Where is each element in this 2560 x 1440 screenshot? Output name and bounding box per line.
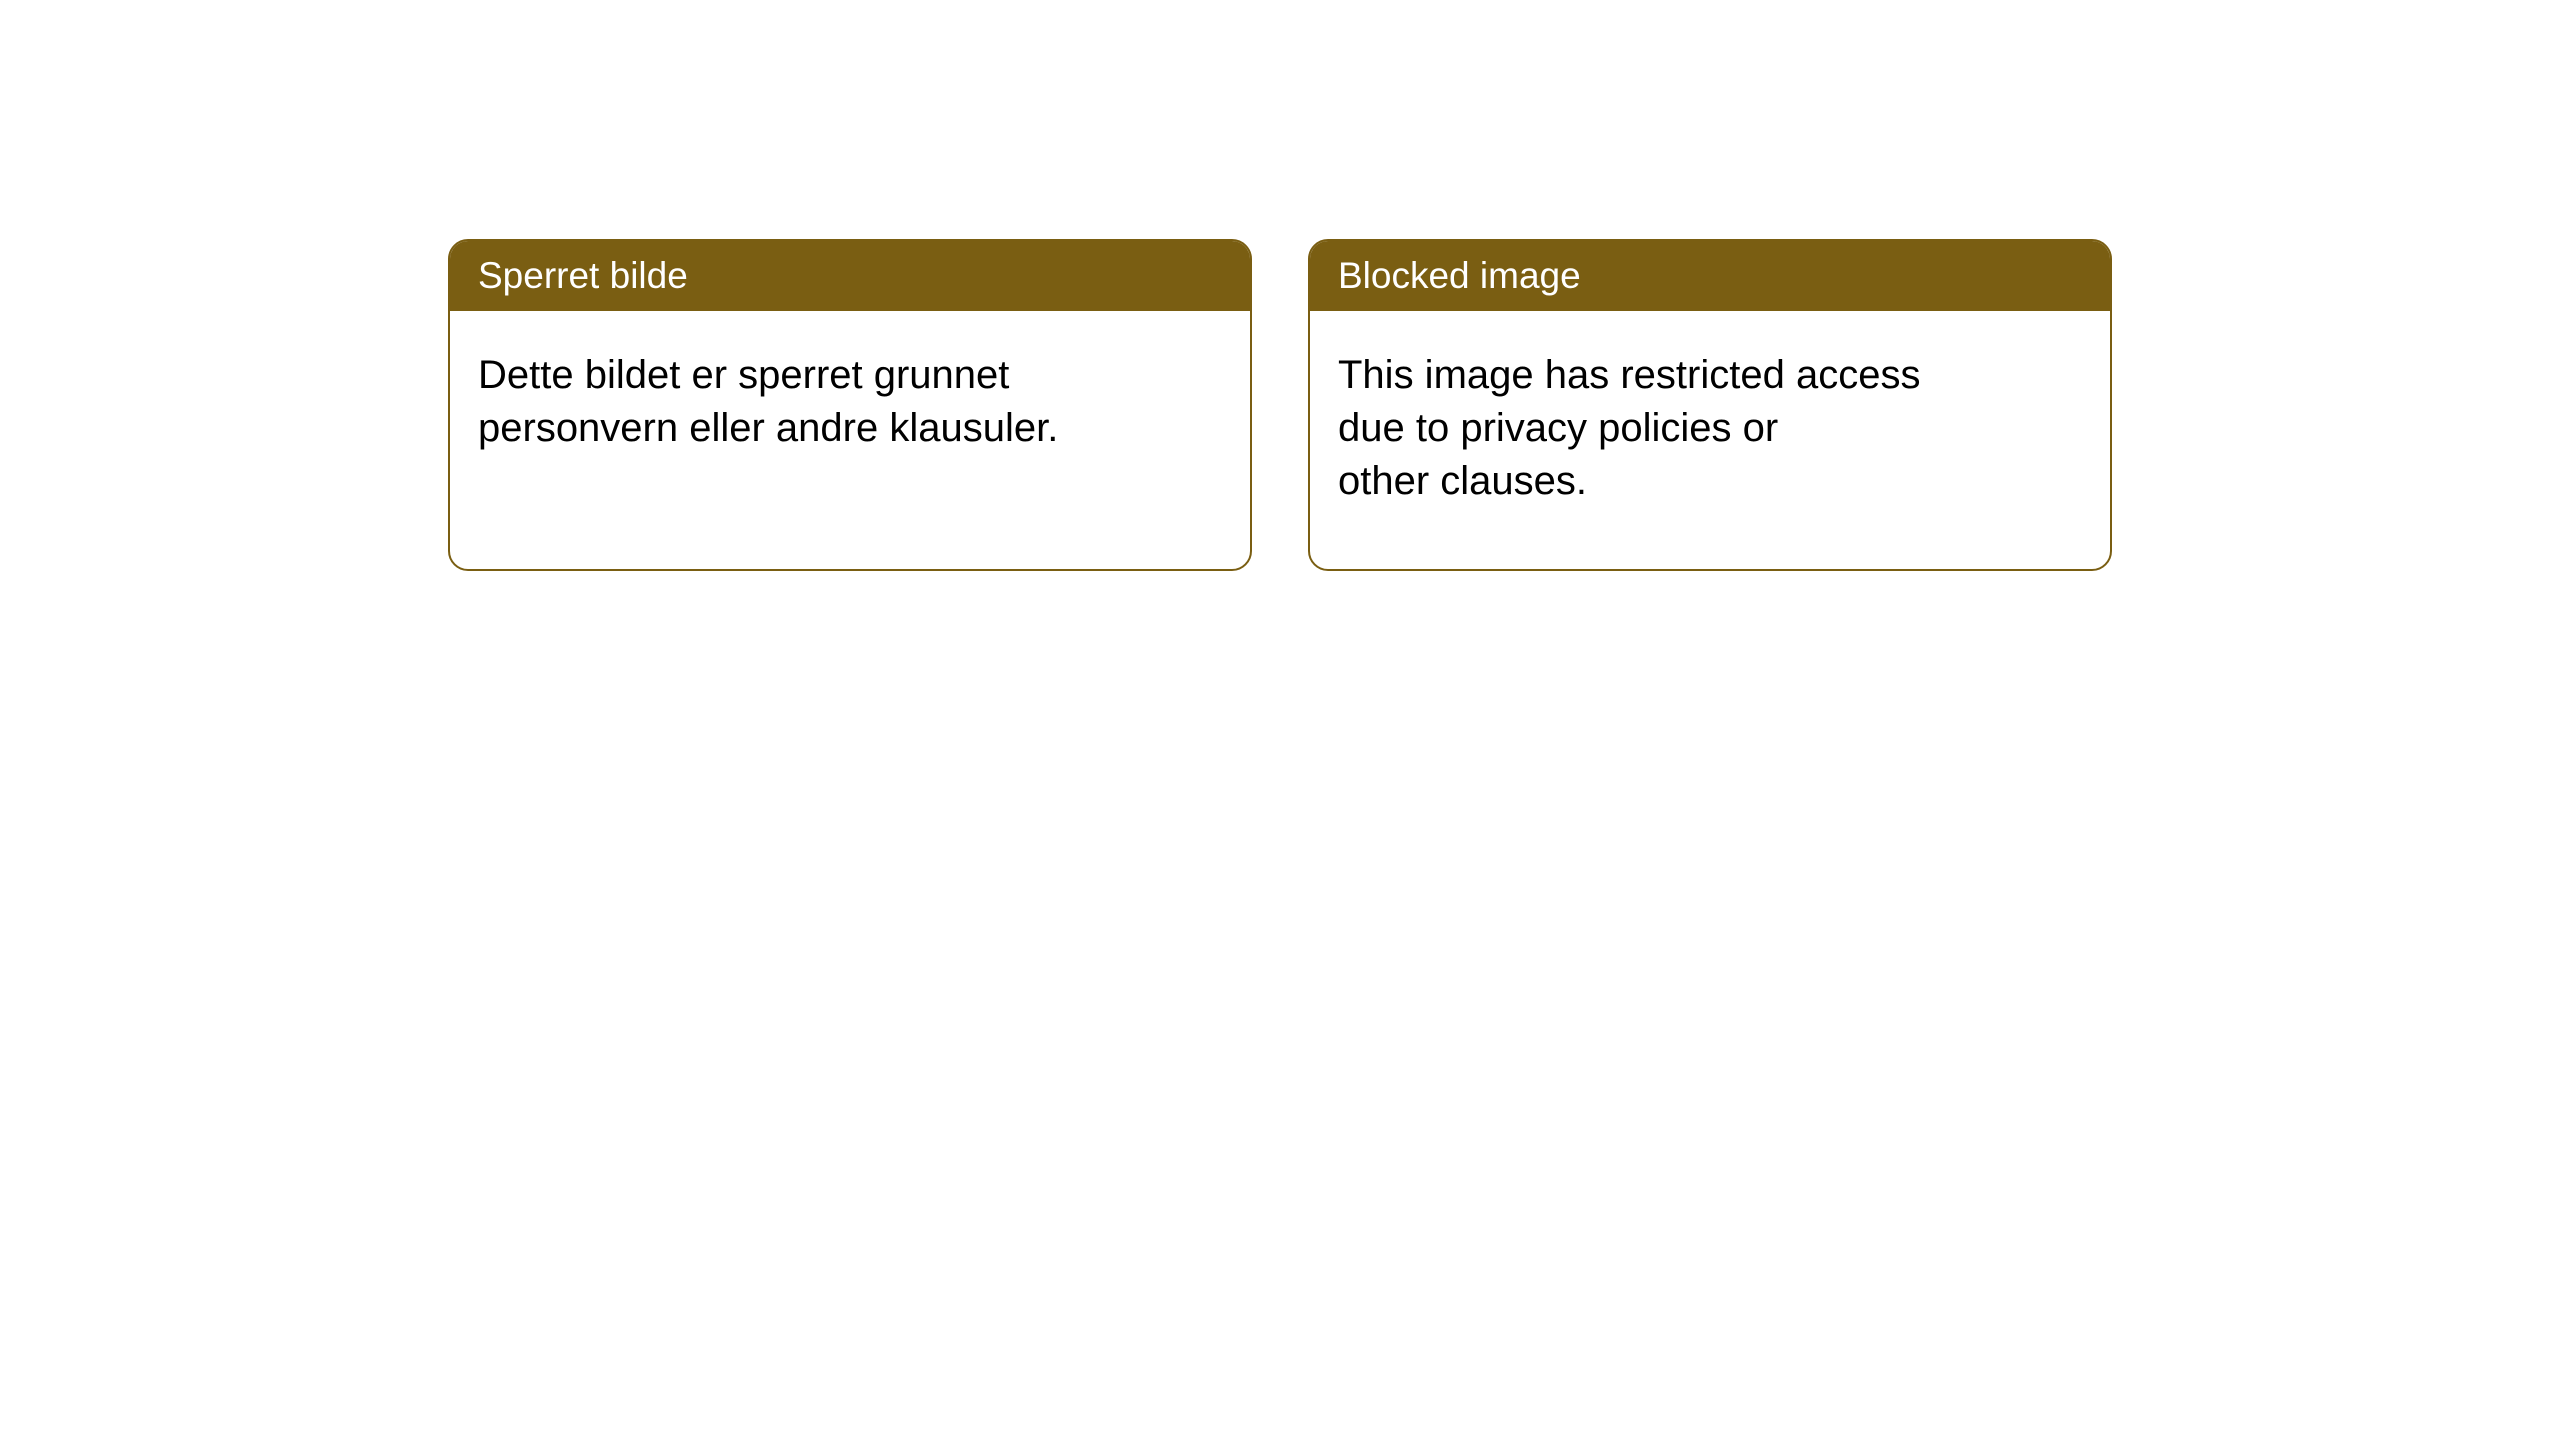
cards-container: Sperret bilde Dette bildet er sperret gr… <box>448 239 2560 571</box>
card-header-norwegian: Sperret bilde <box>450 241 1250 311</box>
card-body-text-line1: This image has restricted access <box>1338 353 1920 397</box>
card-norwegian: Sperret bilde Dette bildet er sperret gr… <box>448 239 1252 571</box>
card-body-text-line1: Dette bildet er sperret grunnet <box>478 353 1009 397</box>
card-body-text-line2: personvern eller andre klausuler. <box>478 406 1058 450</box>
card-body-text-line2: due to privacy policies or <box>1338 406 1778 450</box>
card-title-english: Blocked image <box>1338 255 1581 296</box>
card-body-english: This image has restricted access due to … <box>1310 311 2110 531</box>
card-header-english: Blocked image <box>1310 241 2110 311</box>
card-title-norwegian: Sperret bilde <box>478 255 688 296</box>
card-body-text-line3: other clauses. <box>1338 459 1587 503</box>
card-english: Blocked image This image has restricted … <box>1308 239 2112 571</box>
card-body-norwegian: Dette bildet er sperret grunnet personve… <box>450 311 1250 479</box>
